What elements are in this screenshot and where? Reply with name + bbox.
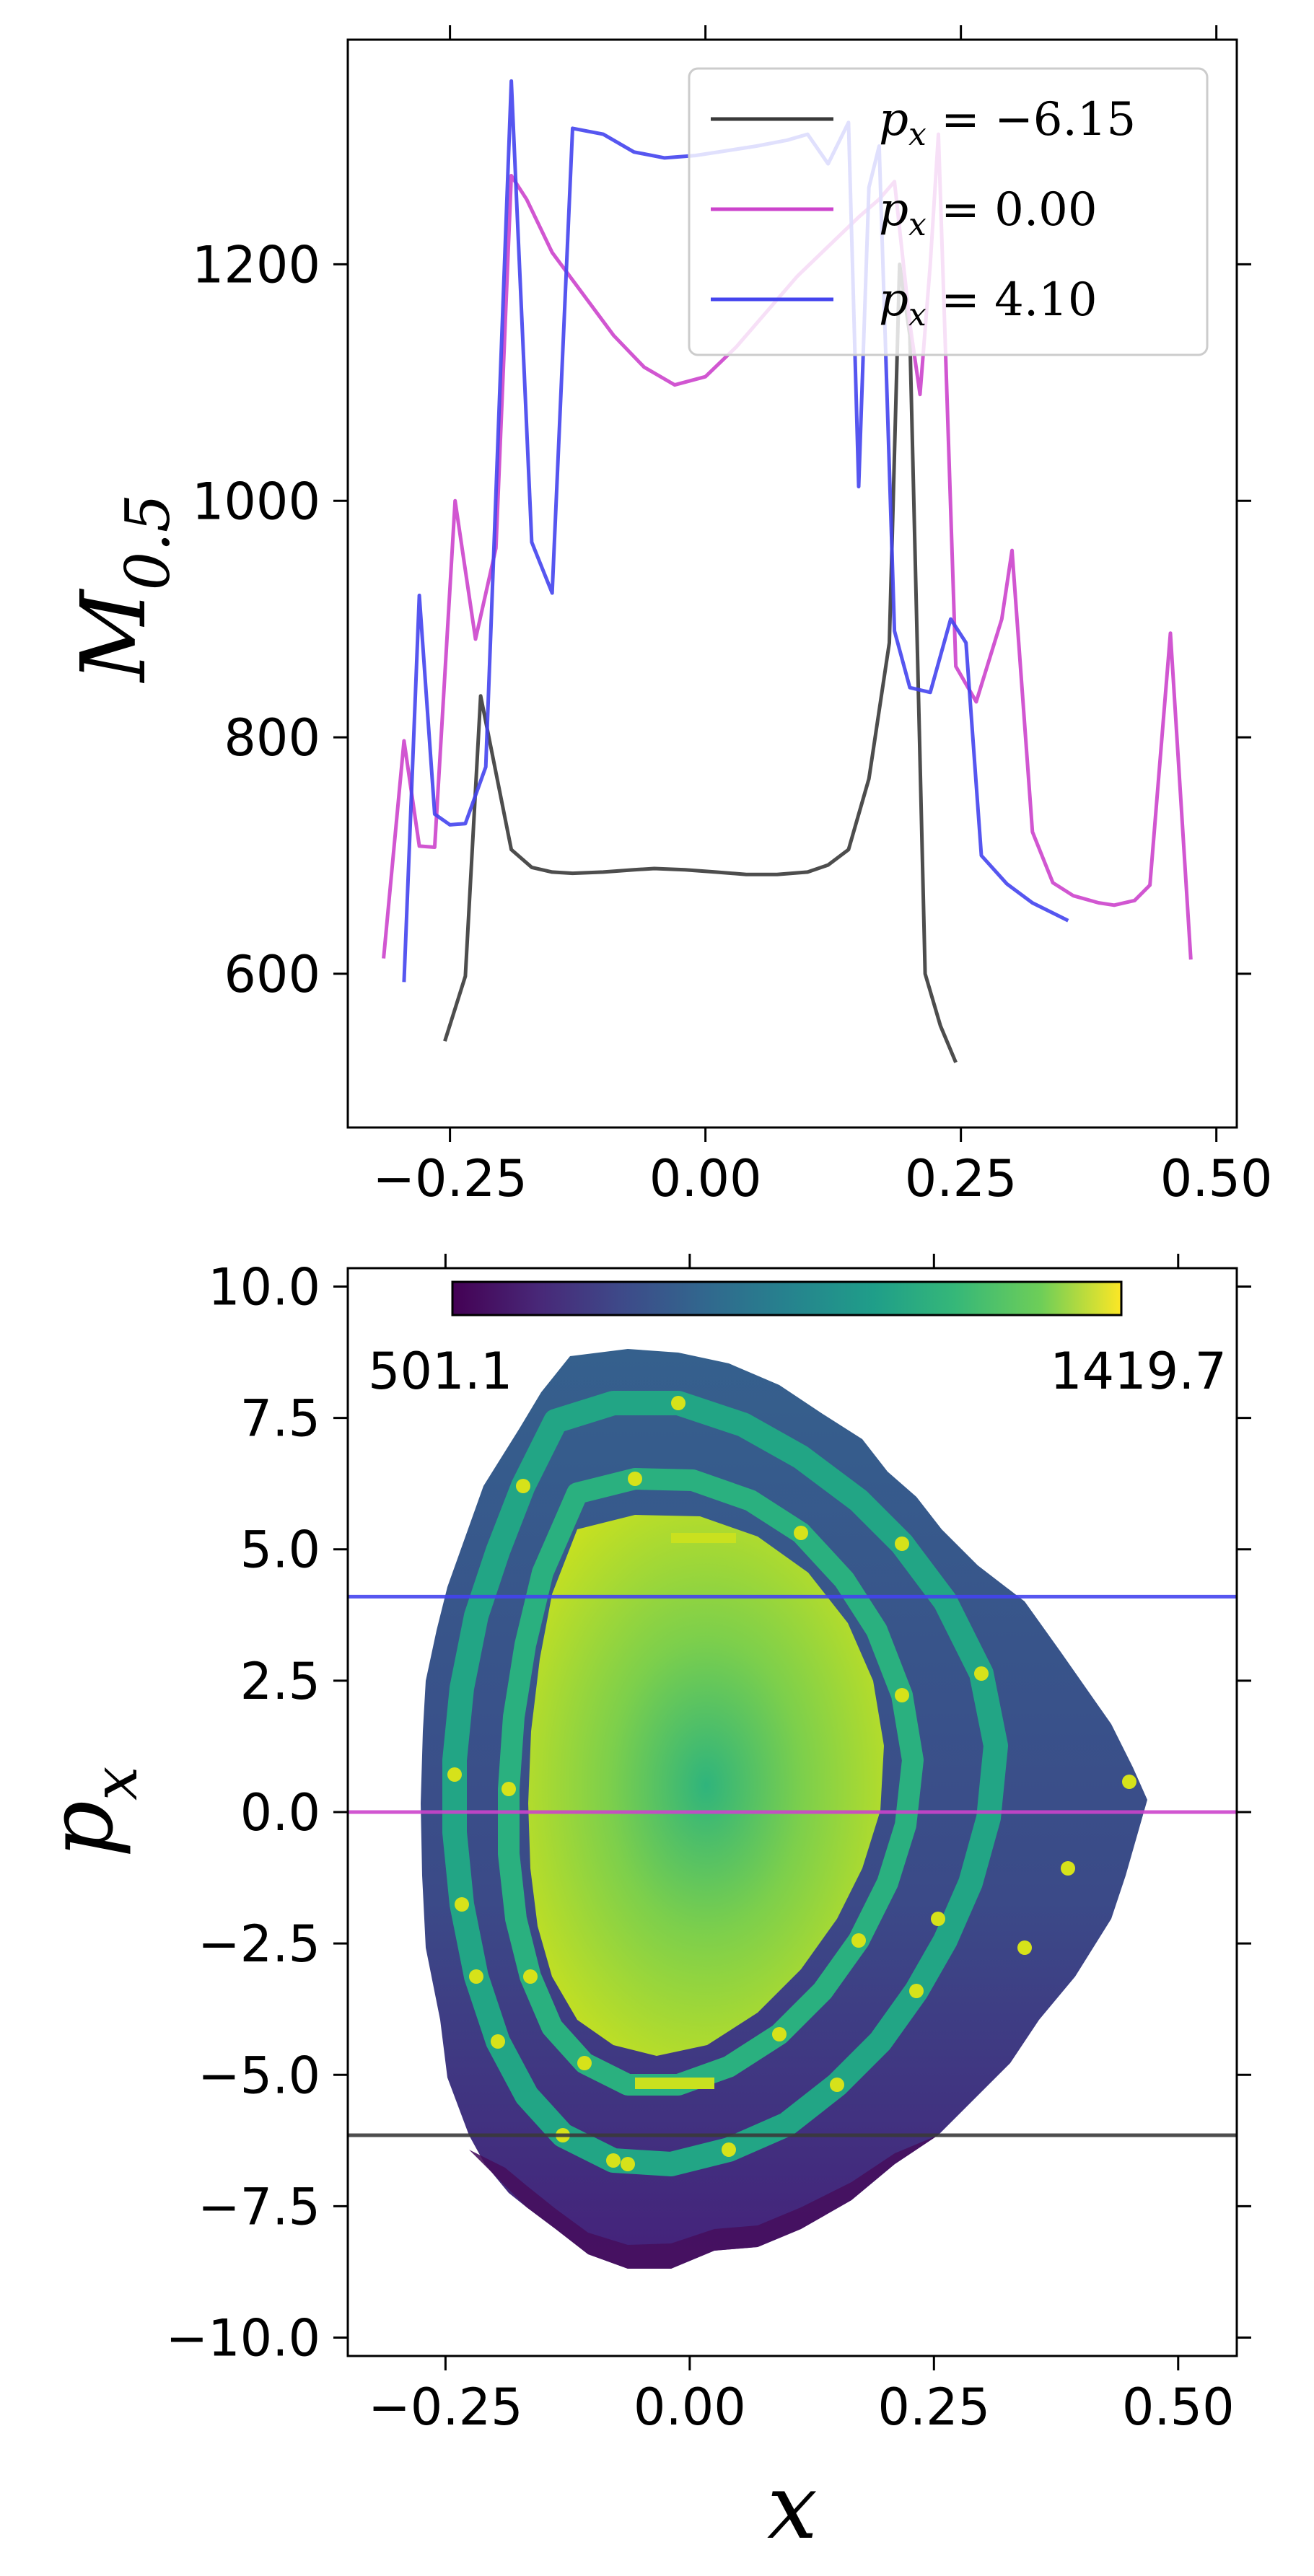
highlight-dot <box>491 2034 505 2049</box>
highlight-dot <box>516 1479 530 1493</box>
highlight-dot <box>974 1666 989 1681</box>
highlight-dot <box>722 2142 736 2157</box>
heatmap-highlight-bar <box>635 2078 714 2089</box>
y-tick-label: 1000 <box>192 472 320 531</box>
y-tick-label: −2.5 <box>198 1915 320 1974</box>
highlight-dot <box>794 1526 808 1540</box>
highlight-dot <box>447 1767 462 1782</box>
highlight-dot <box>1061 1861 1075 1876</box>
highlight-dot <box>628 1472 642 1486</box>
legend-box <box>688 67 1209 356</box>
bottom-ylabel: px <box>30 1767 151 1858</box>
colorbar-max-label: 1419.7 <box>1050 1342 1227 1401</box>
legend-label-series-3: px = 4.10 <box>879 273 1098 333</box>
x-tick-label: 0.00 <box>649 1149 762 1208</box>
heatmap-core <box>528 1515 884 2056</box>
highlight-dot <box>895 1537 909 1551</box>
y-tick-label: 2.5 <box>240 1652 320 1711</box>
x-tick-label: 0.25 <box>877 2378 990 2437</box>
y-tick-label: 10.0 <box>208 1257 320 1316</box>
y-tick-label: −10.0 <box>165 2309 320 2368</box>
phase-space-heatmap <box>348 1349 1237 2269</box>
highlight-dot <box>671 1396 686 1410</box>
colorbar-min-label: 501.1 <box>368 1342 512 1401</box>
highlight-dot <box>501 1782 516 1796</box>
highlight-dot <box>606 2153 621 2168</box>
heatmap-panel: −0.25 0.00 0.25 0.50 10.0 7.5 5.0 2.5 0.0 −2.5 −5.… <box>30 1254 1251 2559</box>
highlight-dot <box>851 1933 866 1948</box>
y-tick-label: 600 <box>224 945 320 1004</box>
x-tick-label: 0.25 <box>905 1149 1017 1208</box>
highlight-dot <box>1122 1775 1136 1789</box>
highlight-dot <box>455 1897 469 1912</box>
colorbar: 501.1 1419.7 <box>368 1280 1227 1401</box>
highlight-dot <box>931 1912 945 1926</box>
highlight-dot <box>895 1688 909 1702</box>
highlight-dot <box>1017 1940 1032 1955</box>
y-tick-label: 7.5 <box>240 1389 320 1449</box>
x-tick-label: 0.50 <box>1160 1149 1273 1208</box>
y-tick-label: −5.0 <box>198 2046 320 2105</box>
heatmap-ring-highlights <box>447 1396 1136 2171</box>
x-tick-label: 0.50 <box>1122 2378 1235 2437</box>
x-tick-label: 0.00 <box>634 2378 746 2437</box>
y-tick-label: −7.5 <box>198 2177 320 2236</box>
y-tick-label: 800 <box>224 708 320 768</box>
legend: px = −6.15 px = 0.00 px = 4.10 <box>688 67 1209 356</box>
x-tick-label: −0.25 <box>368 2378 523 2437</box>
highlight-dot <box>909 1984 924 1998</box>
bottom-xlabel: x <box>767 2456 818 2559</box>
line-chart-panel: −0.25 0.00 0.25 0.50 600 800 1000 1200 M0.5 px … <box>62 25 1273 1208</box>
highlight-dot <box>621 2157 635 2171</box>
legend-label-series-1: px = −6.15 <box>879 93 1136 153</box>
y-tick-label: 5.0 <box>240 1521 320 1580</box>
highlight-dot <box>469 1969 483 1984</box>
heatmap-bottom-edge <box>469 2135 938 2269</box>
highlight-dot <box>772 2027 787 2041</box>
heatmap-highlight-bar <box>671 1533 736 1543</box>
colorbar-gradient <box>451 1280 1123 1316</box>
y-tick-label: 0.0 <box>240 1783 320 1842</box>
legend-label-series-2: px = 0.00 <box>879 183 1098 243</box>
highlight-dot <box>830 2078 844 2092</box>
top-ylabel: M0.5 <box>62 494 183 684</box>
y-tick-label: 1200 <box>192 235 320 294</box>
highlight-dot <box>577 2056 592 2070</box>
highlight-dot <box>523 1969 538 1984</box>
x-tick-label: −0.25 <box>372 1149 527 1208</box>
